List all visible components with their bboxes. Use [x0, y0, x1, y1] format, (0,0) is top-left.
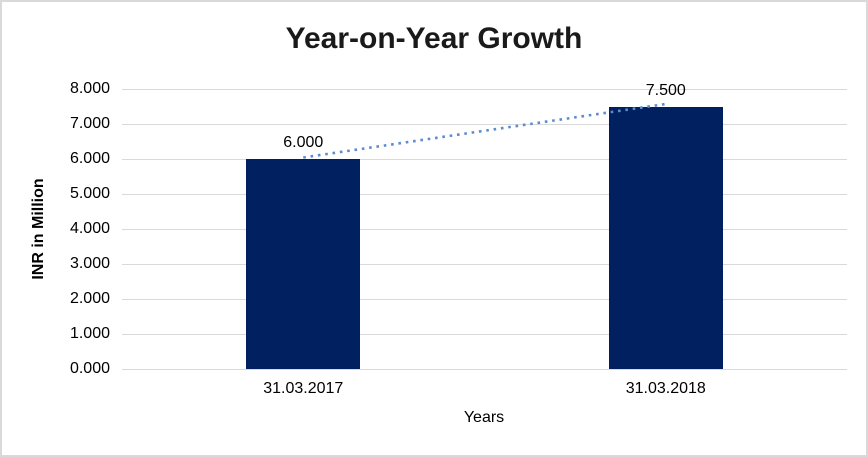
- data-label: 6.000: [283, 134, 324, 151]
- y-axis-tick-label: 8.000: [69, 80, 110, 97]
- data-label: 7.500: [645, 81, 686, 99]
- y-axis-tick-label: 4.000: [69, 220, 110, 237]
- y-axis-tick-label: 7.000: [69, 115, 110, 132]
- y-axis-tick-label: 0.000: [69, 360, 110, 377]
- gridline: [122, 158, 847, 160]
- gridline: [122, 88, 847, 90]
- gridline: [122, 263, 847, 265]
- bar-31.03.2017: [246, 159, 361, 369]
- y-axis-tick-label: 2.000: [69, 290, 110, 307]
- gridline: [122, 368, 847, 370]
- x-axis-tick-label: 31.03.2018: [625, 380, 706, 397]
- chart-title: Year-on-Year Growth: [285, 22, 583, 55]
- x-axis-title: Years: [463, 409, 505, 426]
- gridline: [122, 228, 847, 230]
- gridline: [122, 298, 847, 300]
- y-axis-tick-label: 5.000: [69, 185, 110, 202]
- gridline: [122, 333, 847, 335]
- y-axis-tick-label: 6.000: [69, 150, 110, 167]
- gridline: [122, 123, 847, 125]
- gridline: [122, 193, 847, 195]
- y-axis-tick-label: 3.000: [69, 255, 110, 272]
- x-axis-tick-label: 31.03.2017: [263, 380, 344, 397]
- y-axis-tick-label: 1.000: [69, 325, 110, 342]
- bar-31.03.2018: [608, 106, 723, 369]
- y-axis-title: INR in Million: [30, 178, 47, 280]
